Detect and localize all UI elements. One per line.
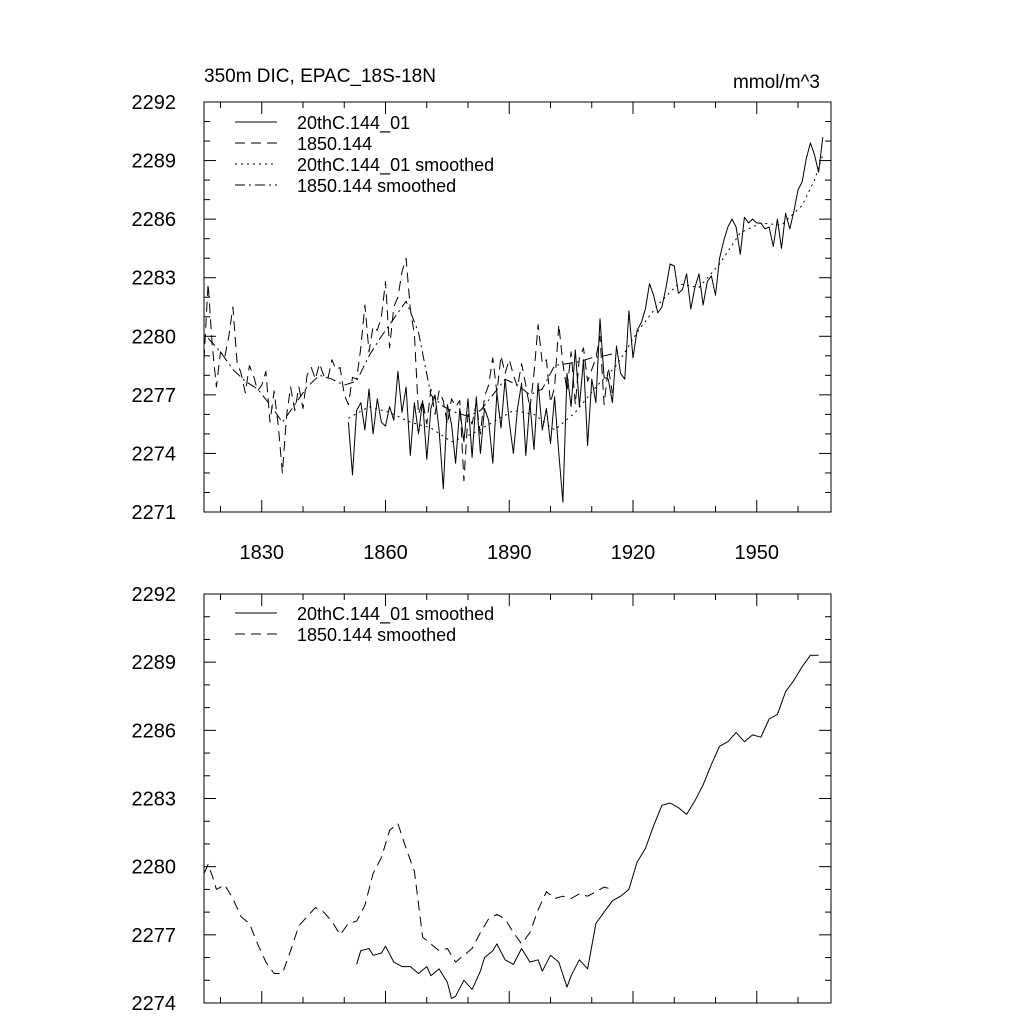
top-chart: 350m DIC, EPAC_18S-18N mmol/m^3 2271 2274…	[132, 66, 832, 564]
ytick-label: 2274	[132, 443, 177, 465]
top-chart-ytick-labels: 2271 2274 2277 2280 2283 2286 2289 2292	[132, 92, 177, 524]
legend-label: 20thC.144_01 smoothed	[297, 604, 494, 625]
ytick-label: 2286	[132, 720, 177, 742]
legend-label: 1850.144	[297, 134, 372, 154]
legend-label: 1850.144 smoothed	[297, 176, 456, 196]
ytick-label: 2280	[132, 326, 177, 348]
xtick-label: 1890	[487, 542, 532, 564]
ytick-label: 2277	[132, 925, 177, 947]
ytick-label: 2286	[132, 209, 177, 231]
ytick-label: 2292	[132, 92, 177, 114]
ytick-label: 2271	[132, 502, 177, 524]
ytick-label: 2289	[132, 151, 177, 173]
bottom-chart-ytick-labels: 2274 2277 2280 2283 2286 2289 2292	[132, 584, 177, 1015]
xtick-label: 1830	[240, 542, 285, 564]
legend-label: 20thC.144_01	[297, 113, 410, 134]
ytick-label: 2280	[132, 857, 177, 879]
bottom-chart-lines	[203, 654, 819, 999]
series-line-20thc-144-01-smoothed	[348, 154, 824, 443]
bottom-chart: 2274 2277 2280 2283 2286 2289 2292 20thC.144_0…	[132, 584, 832, 1015]
series-line-20thc-144-01-smoothed	[356, 654, 819, 999]
ytick-label: 2274	[132, 993, 177, 1015]
series-line-1850-144-smoothed	[203, 823, 613, 974]
xtick-label: 1920	[611, 542, 656, 564]
ytick-label: 2277	[132, 385, 177, 407]
series-line-1850-144-smoothed	[207, 300, 613, 423]
legend-label: 1850.144 smoothed	[297, 625, 456, 645]
top-chart-units: mmol/m^3	[733, 72, 820, 93]
ytick-label: 2283	[132, 268, 177, 290]
top-plot-area	[203, 101, 832, 513]
bottom-chart-grid-ticks	[204, 593, 831, 1004]
ytick-label: 2283	[132, 789, 177, 811]
bottom-plot-area	[203, 593, 832, 1004]
ytick-label: 2289	[132, 652, 177, 674]
legend-label: 20thC.144_01 smoothed	[297, 155, 494, 176]
xtick-label: 1950	[735, 542, 780, 564]
top-chart-title: 350m DIC, EPAC_18S-18N	[204, 66, 436, 87]
top-chart-lines	[203, 137, 824, 503]
series-line-20thc-144-01	[347, 137, 824, 503]
ytick-label: 2292	[132, 584, 177, 606]
series-line-1850-144	[203, 257, 613, 482]
xtick-label: 1860	[363, 542, 408, 564]
top-chart-xtick-labels: 1830 1860 1890 1920 1950	[240, 542, 780, 564]
